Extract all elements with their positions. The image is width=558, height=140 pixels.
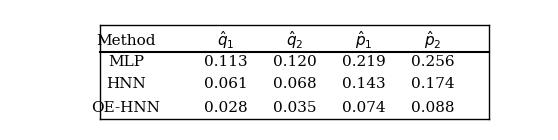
Text: OE-HNN: OE-HNN <box>92 101 160 115</box>
Text: 0.028: 0.028 <box>204 101 247 115</box>
Text: HNN: HNN <box>106 77 146 91</box>
Text: 0.174: 0.174 <box>411 77 455 91</box>
Text: 0.068: 0.068 <box>273 77 316 91</box>
Text: Method: Method <box>96 33 156 47</box>
Text: 0.061: 0.061 <box>204 77 247 91</box>
Text: 0.143: 0.143 <box>342 77 386 91</box>
Text: $\hat{q}_1$: $\hat{q}_1$ <box>217 30 234 52</box>
Text: 0.074: 0.074 <box>342 101 386 115</box>
Text: $\hat{q}_2$: $\hat{q}_2$ <box>286 30 304 52</box>
Text: MLP: MLP <box>108 55 144 69</box>
Text: 0.088: 0.088 <box>411 101 455 115</box>
Text: $\hat{p}_2$: $\hat{p}_2$ <box>424 30 442 52</box>
Text: 0.256: 0.256 <box>411 55 455 69</box>
Text: 0.035: 0.035 <box>273 101 316 115</box>
Text: 0.219: 0.219 <box>342 55 386 69</box>
Text: 0.120: 0.120 <box>273 55 316 69</box>
Text: $\hat{p}_1$: $\hat{p}_1$ <box>355 30 373 52</box>
Text: 0.113: 0.113 <box>204 55 247 69</box>
